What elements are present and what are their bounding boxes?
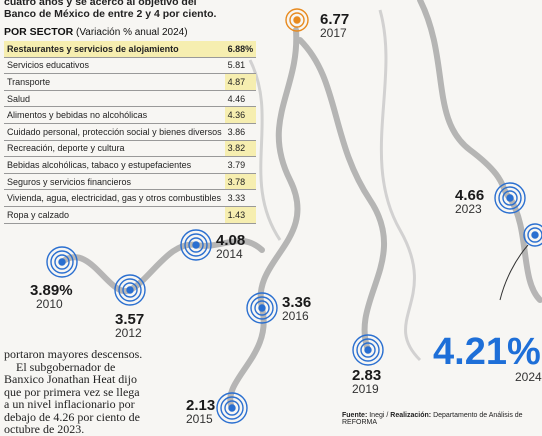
point-value: 3.36 (282, 294, 312, 311)
point-label: 4.21% 2024 (433, 333, 542, 383)
body-line: El subgobernador de (16, 359, 116, 374)
point-label: 6.77 2017 (320, 12, 349, 39)
table-row: Salud 4.46 (4, 90, 257, 108)
point-year: 2017 (320, 26, 347, 40)
point-value: 3.89% (30, 282, 73, 299)
source-text: Inegi / (369, 412, 389, 419)
sector-name: Bebidas alcohólicas, tabaco y estupefaci… (4, 156, 225, 174)
intro-line: Banco de México de entre 2 y 4 por cient… (4, 8, 217, 20)
point-year: 2023 (455, 202, 482, 216)
table-row: Seguros y servicios financieros 3.78 (4, 173, 257, 191)
table-row: Restaurantes y servicios de alojamiento 6… (4, 41, 257, 58)
point-year: 2015 (186, 412, 213, 426)
point-value: 3.57 (115, 311, 145, 328)
table-row: Ropa y calzado 1.43 (4, 206, 257, 224)
point-label: 4.66 2023 (455, 188, 484, 215)
table-subtitle: (Variación % anual 2024) (76, 27, 188, 38)
sector-name: Seguros y servicios financieros (4, 173, 225, 191)
point-label: 3.36 2016 (282, 295, 311, 322)
sector-name: Alimentos y bebidas no alcohólicas (4, 106, 225, 124)
sector-name: Salud (4, 90, 225, 108)
table-row: Transporte 4.87 (4, 73, 257, 91)
point-value: 4.21% (433, 333, 541, 373)
point-label: 3.57 2012 (115, 312, 144, 339)
table-row: Vivienda, agua, electricidad, gas y otro… (4, 189, 257, 207)
point-year: 2016 (282, 309, 309, 323)
sector-value: 4.36 (224, 106, 257, 124)
body-line: portaron mayores descensos. (4, 347, 143, 361)
point-value: 2.13 (186, 397, 216, 414)
point-value: 6.77 (320, 11, 350, 28)
sector-name: Recreación, deporte y cultura (4, 140, 225, 158)
sector-value: 3.79 (224, 156, 257, 174)
point-label: 3.89% 2010 (30, 283, 73, 310)
body-line: octubre de 2023. (4, 422, 85, 436)
table-row: Cuidado personal, protección social y bi… (4, 123, 257, 141)
point-year: 2019 (352, 382, 379, 396)
intro-line: cuatro años y se acercó al objetivo del (4, 0, 197, 8)
point-label: 2.83 2019 (352, 368, 381, 395)
sector-name: Servicios educativos (4, 57, 225, 75)
table-row: Recreación, deporte y cultura 3.82 (4, 140, 257, 158)
body-line: debajo de 4.26 por ciento de (4, 409, 140, 424)
artwork (46, 0, 542, 424)
point-value: 4.08 (216, 232, 246, 249)
sector-name: Restaurantes y servicios de alojamiento (4, 41, 225, 58)
intro: cuatro años y se acercó al objetivo del … (4, 0, 216, 20)
sector-value: 3.33 (224, 189, 257, 207)
sector-value: 3.78 (224, 173, 257, 191)
source: Fuente: Inegi / Realización: Departament… (342, 412, 542, 426)
body-text: portaron mayores descensos. El subgoberna… (4, 348, 142, 436)
body-line: a un nivel inflacionario por (4, 397, 135, 411)
sector-value: 4.46 (224, 90, 257, 108)
source-text: Departamento de Análisis de REFORMA (342, 412, 523, 426)
point-label: 4.08 2014 (216, 233, 245, 260)
sector-value: 1.43 (224, 206, 257, 224)
point-year: 2014 (216, 247, 243, 261)
sector-value: 3.82 (224, 140, 257, 158)
body-line: que por primera vez se llega (4, 384, 140, 399)
point-value: 4.66 (455, 187, 485, 204)
sector-value: 4.87 (224, 73, 257, 91)
sector-name: Cuidado personal, protección social y bi… (4, 123, 225, 141)
table-row: Servicios educativos 5.81 (4, 57, 257, 75)
sector-name: Transporte (4, 73, 225, 91)
point-year: 2024 (515, 370, 542, 383)
point-label: 2.13 2015 (186, 398, 215, 425)
point-value: 2.83 (352, 367, 382, 384)
sector-value: 6.88% (224, 41, 257, 58)
source-label: Fuente: (342, 412, 368, 419)
table-row: Alimentos y bebidas no alcohólicas 4.36 (4, 106, 257, 124)
sector-value: 3.86 (224, 123, 257, 141)
table-title: POR SECTOR (4, 26, 74, 38)
sector-name: Ropa y calzado (4, 206, 225, 224)
point-year: 2012 (115, 326, 142, 340)
sector-name: Vivienda, agua, electricidad, gas y otro… (4, 189, 225, 207)
table-heading: POR SECTOR (Variación % anual 2024) (4, 26, 188, 38)
body-line: Banxico Jonathan Heat dijo (4, 372, 137, 386)
point-year: 2010 (36, 297, 63, 311)
table-row: Bebidas alcohólicas, tabaco y estupefaci… (4, 156, 257, 174)
page: cuatro años y se acercó al objetivo del … (4, 0, 542, 436)
sector-value: 5.81 (224, 57, 257, 75)
source-label: Realización: (390, 412, 432, 419)
sector-table: Restaurantes y servicios de alojamiento 6… (4, 41, 257, 224)
